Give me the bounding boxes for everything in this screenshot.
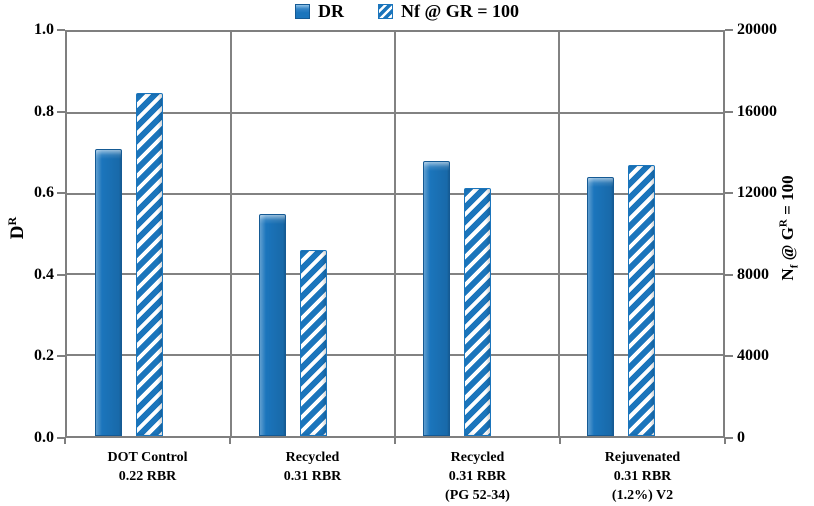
- right-tick-label: 20000: [737, 21, 777, 38]
- left-tick-label: 0.0: [34, 429, 54, 446]
- left-tick-mark: [57, 110, 65, 113]
- legend-label-nf: Nf @ GR = 100: [401, 1, 519, 21]
- bar-dr-1: [259, 213, 286, 436]
- right-tick-label: 16000: [737, 102, 777, 120]
- left-tick-label: 0.2: [34, 347, 54, 365]
- bar-dr-0: [95, 149, 122, 436]
- right-tick-label: 4000: [737, 347, 769, 365]
- left-tick-mark: [57, 29, 65, 31]
- bottom-tick-mark: [64, 438, 66, 444]
- bottom-tick-mark: [229, 438, 231, 444]
- left-tick-mark: [57, 273, 65, 276]
- legend-item-dr: DR: [295, 1, 344, 22]
- left-axis-tick-labels: 0.0 0.2 0.4 0.6 0.8 1.0: [0, 22, 54, 446]
- left-tick-label: 0.8: [34, 102, 54, 120]
- right-tick-mark: [725, 192, 733, 195]
- bar-dr-3: [587, 177, 614, 436]
- right-axis-tick-labels: 0 4000 8000 12000 16000 20000: [737, 22, 813, 446]
- legend: DR Nf @ GR = 100: [0, 1, 814, 22]
- left-tick-mark: [57, 192, 65, 195]
- right-tick-mark: [725, 110, 733, 113]
- right-tick-label: 0: [737, 429, 745, 446]
- right-tick-mark: [725, 437, 733, 439]
- right-tick-mark: [725, 355, 733, 358]
- left-tick-mark: [57, 355, 65, 358]
- legend-swatch-hatched-icon: [378, 4, 393, 19]
- gridline-vertical: [558, 32, 560, 436]
- category-label: DOT Control 0.22 RBR: [107, 450, 188, 484]
- right-tick-mark: [725, 29, 733, 31]
- bar-dr-2: [423, 161, 450, 436]
- gridline-vertical: [230, 32, 232, 436]
- right-tick-label: 12000: [737, 184, 777, 202]
- legend-swatch-solid-icon: [295, 4, 310, 19]
- right-tick-mark: [725, 273, 733, 276]
- bottom-tick-mark: [559, 438, 561, 444]
- bar-nf-0: [136, 92, 163, 436]
- bottom-tick-mark: [394, 438, 396, 444]
- category-label: Rejuvenated 0.31 RBR (1.2%) V2: [604, 450, 681, 503]
- bottom-tick-mark: [724, 438, 726, 444]
- legend-label-dr: DR: [318, 1, 344, 21]
- bar-nf-3: [628, 165, 655, 436]
- right-tick-label: 8000: [737, 265, 769, 283]
- left-tick-label: 1.0: [34, 21, 54, 38]
- bar-nf-1: [300, 250, 327, 436]
- plot-area: [65, 30, 725, 438]
- left-tick-label: 0.6: [34, 184, 54, 202]
- gridline-vertical: [394, 32, 396, 436]
- category-label: Recycled 0.31 RBR (PG 52-34): [445, 450, 510, 503]
- left-tick-label: 0.4: [34, 265, 54, 283]
- category-label: Recycled 0.31 RBR: [283, 450, 342, 484]
- legend-item-nf: Nf @ GR = 100: [378, 1, 519, 22]
- bar-nf-2: [464, 187, 491, 436]
- left-tick-mark: [57, 437, 65, 439]
